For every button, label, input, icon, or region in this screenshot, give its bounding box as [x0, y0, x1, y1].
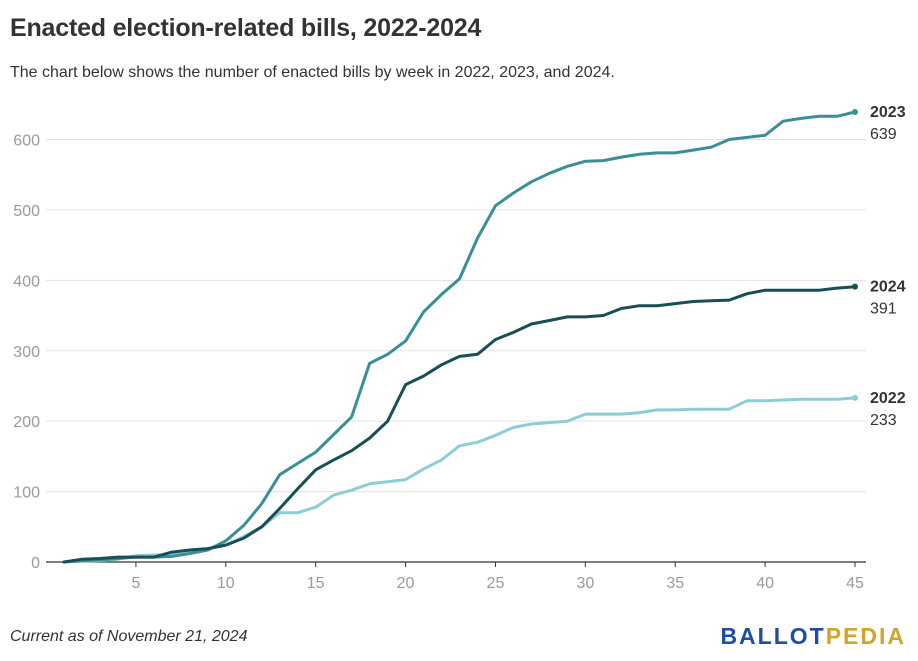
logo-part-2: PEDIA	[825, 623, 906, 649]
y-tick-label: 500	[13, 203, 40, 220]
y-tick-label: 200	[13, 414, 40, 431]
series-line-2023	[62, 110, 857, 564]
series-name-label: 2023	[870, 104, 906, 121]
x-tick-label: 45	[846, 575, 864, 592]
chart-subtitle: The chart below shows the number of enac…	[10, 64, 615, 81]
series-name-label: 2022	[870, 390, 906, 407]
logo-part-1: BALLOT	[720, 623, 826, 649]
series-line-2022	[62, 396, 857, 564]
series-line-2024	[62, 285, 857, 564]
x-tick-label: 30	[576, 575, 594, 592]
x-tick-label: 5	[131, 575, 140, 592]
series-end-value: 391	[870, 301, 897, 318]
series-name-label: 2024	[870, 279, 906, 296]
gridlines	[46, 139, 866, 493]
y-tick-label: 0	[31, 555, 40, 572]
x-tick-label: 40	[756, 575, 774, 592]
ballotpedia-logo[interactable]: BALLOTPEDIA	[720, 623, 906, 650]
current-as-of-note: Current as of November 21, 2024	[10, 628, 248, 645]
x-tick-label: 25	[487, 575, 505, 592]
chart-title: Enacted election-related bills, 2022-202…	[10, 14, 482, 42]
x-tick-label: 15	[307, 575, 325, 592]
y-tick-label: 600	[13, 133, 40, 150]
series-endpoint-2024	[852, 283, 858, 290]
series-end-value: 639	[870, 126, 897, 143]
y-tick-label: 100	[13, 485, 40, 502]
end-labels: 2023 639 2024 391 2022 233	[870, 104, 906, 429]
series-end-value: 233	[870, 412, 897, 429]
y-tick-label: 300	[13, 344, 40, 361]
x-tick-label: 35	[666, 575, 684, 592]
axes: 0 100 200 300 400 500 600 5 10 15 20 25 30 35 40 45	[13, 133, 866, 592]
series-lines	[62, 109, 858, 564]
series-endpoint-2023	[852, 109, 858, 116]
x-tick-label: 10	[217, 575, 235, 592]
series-endpoint-2022	[852, 394, 858, 401]
y-tick-label: 400	[13, 273, 40, 290]
x-tick-label: 20	[397, 575, 415, 592]
